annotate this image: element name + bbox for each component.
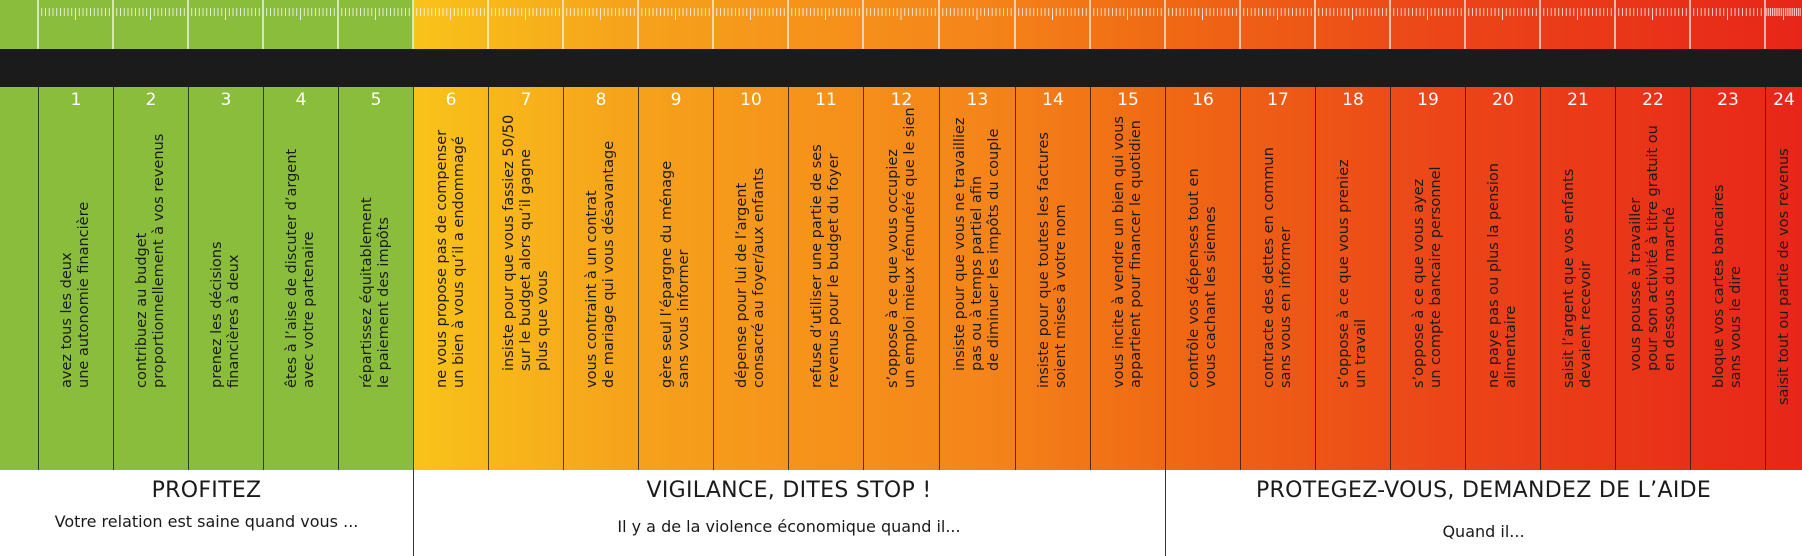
ruler-item: 18 s’oppose à ce que vous preniez un trav… bbox=[1315, 87, 1390, 470]
ruler-item: 6 ne vous propose pas de compenser un bie… bbox=[413, 87, 488, 470]
item-text: saisit tout ou partie de vos revenus bbox=[1775, 148, 1792, 405]
item-text: saisit l’argent que vos enfants devaient… bbox=[1561, 168, 1594, 388]
section-subtitle-vigilance: Il y a de la violence économique quand i… bbox=[617, 517, 961, 536]
item-number: 17 bbox=[1267, 90, 1289, 110]
item-number: 23 bbox=[1717, 90, 1739, 110]
item-text: vous pousse à travailler pour son activi… bbox=[1627, 125, 1678, 371]
item-number: 5 bbox=[370, 90, 382, 110]
item-number: 1 bbox=[70, 90, 82, 110]
ruler-item: 10 dépense pour lui de l’argent consacré … bbox=[713, 87, 788, 470]
item-text: insiste pour que vous fassiez 50/50 sur … bbox=[500, 114, 551, 371]
item-number: 11 bbox=[815, 90, 837, 110]
violence-ruler: 1 avez tous les deux une autonomie financ… bbox=[0, 0, 1802, 470]
ruler-item: 1 avez tous les deux une autonomie financ… bbox=[38, 87, 113, 470]
ruler-item: 23 bloque vos cartes bancaires sans vous … bbox=[1690, 87, 1765, 470]
item-text: répartissez équitablement le paiement de… bbox=[359, 197, 392, 388]
item-text: vous incite à vendre un bien qui vous ap… bbox=[1111, 116, 1144, 388]
item-number: 7 bbox=[520, 90, 532, 110]
item-text: prenez les décisions financières à deux bbox=[209, 241, 242, 388]
ruler-item: 20 ne paye pas ou plus la pension aliment… bbox=[1465, 87, 1540, 470]
item-number: 12 bbox=[890, 90, 913, 110]
item-text: contrôle vos dépenses tout en vous cacha… bbox=[1186, 168, 1219, 388]
ruler-item: 14 insiste pour que toutes les factures s… bbox=[1015, 87, 1090, 470]
item-number: 9 bbox=[670, 90, 682, 110]
item-number: 4 bbox=[295, 90, 307, 110]
section-divider-2 bbox=[1165, 470, 1166, 556]
ruler-item: 11 refuse d’utiliser une partie de ses re… bbox=[788, 87, 863, 470]
item-number: 6 bbox=[445, 90, 457, 110]
item-text: ne paye pas ou plus la pension alimentai… bbox=[1486, 163, 1519, 388]
section-title-profitez: PROFITEZ bbox=[151, 478, 262, 503]
blank-column bbox=[0, 87, 38, 470]
item-number: 20 bbox=[1492, 90, 1514, 110]
ruler-item: 21 saisit l’argent que vos enfants devaie… bbox=[1540, 87, 1615, 470]
item-number: 22 bbox=[1642, 90, 1664, 110]
item-number: 8 bbox=[595, 90, 607, 110]
item-text: contracte des dettes en commun sans vous… bbox=[1261, 147, 1294, 388]
item-text: insiste pour que toutes les factures soi… bbox=[1036, 132, 1069, 388]
ruler-item: 3 prenez les décisions financières à deux bbox=[188, 87, 263, 470]
ruler-item: 16 contrôle vos dépenses tout en vous cac… bbox=[1165, 87, 1240, 470]
ruler-item: 2 contribuez au budget proportionnellemen… bbox=[113, 87, 188, 470]
ruler-item: 22 vous pousse à travailler pour son acti… bbox=[1615, 87, 1690, 470]
section-title-protegez: PROTEGEZ-VOUS, DEMANDEZ DE L’AIDE bbox=[1255, 478, 1712, 503]
item-number: 15 bbox=[1117, 90, 1139, 110]
ruler-item: 13 insiste pour que vous ne travailliez p… bbox=[939, 87, 1015, 470]
ruler-item: 17 contracte des dettes en commun sans vo… bbox=[1240, 87, 1315, 470]
item-number: 21 bbox=[1567, 90, 1589, 110]
ruler-item: 7 insiste pour que vous fassiez 50/50 sur… bbox=[488, 87, 563, 470]
ruler-item: 12 s’oppose à ce que vous occupiez un emp… bbox=[863, 87, 939, 470]
item-number: 19 bbox=[1417, 90, 1439, 110]
item-number: 18 bbox=[1342, 90, 1364, 110]
section-divider-1 bbox=[413, 470, 414, 556]
item-number: 10 bbox=[740, 90, 762, 110]
item-text: êtes à l’aise de discuter d’argent avec … bbox=[284, 148, 317, 388]
item-text: contribuez au budget proportionnellement… bbox=[134, 133, 167, 388]
ruler-item: 8 vous contraint à un contrat de mariage … bbox=[563, 87, 638, 470]
item-number: 16 bbox=[1192, 90, 1214, 110]
black-band bbox=[0, 49, 1802, 87]
item-number: 2 bbox=[145, 90, 157, 110]
item-text: avez tous les deux une autonomie financi… bbox=[59, 201, 92, 388]
item-text: s’oppose à ce que vous preniez un travai… bbox=[1336, 159, 1369, 388]
item-text: insiste pour que vous ne travailliez pas… bbox=[952, 117, 1002, 371]
ruler-item: 4 êtes à l’aise de discuter d’argent avec… bbox=[263, 87, 338, 470]
item-text: gère seul l’épargne du ménage sans vous … bbox=[659, 160, 692, 388]
item-text: refuse d’utiliser une partie de ses reve… bbox=[809, 144, 842, 388]
ruler-item: 19 s’oppose à ce que vous ayez un compte … bbox=[1390, 87, 1465, 470]
ruler-item: 24 saisit tout ou partie de vos revenus bbox=[1765, 87, 1802, 470]
item-text: bloque vos cartes bancaires sans vous le… bbox=[1711, 184, 1744, 388]
section-title-vigilance: VIGILANCE, DITES STOP ! bbox=[646, 478, 932, 503]
item-text: vous contraint à un contrat de mariage q… bbox=[584, 140, 617, 388]
section-subtitle-protegez: Quand il... bbox=[1442, 522, 1525, 541]
item-number: 3 bbox=[220, 90, 232, 110]
section-subtitle-profitez: Votre relation est saine quand vous ... bbox=[54, 512, 359, 531]
item-number: 14 bbox=[1042, 90, 1064, 110]
item-text: dépense pour lui de l’argent consacré au… bbox=[734, 167, 767, 388]
ruler-ticks bbox=[37, 0, 1801, 49]
item-text: ne vous propose pas de compenser un bien… bbox=[434, 129, 467, 388]
ruler-item: 9 gère seul l’épargne du ménage sans vous… bbox=[638, 87, 713, 470]
item-text: s’oppose à ce que vous occupiez un emplo… bbox=[884, 107, 918, 388]
ruler-item: 15 vous incite à vendre un bien qui vous … bbox=[1090, 87, 1165, 470]
item-number: 13 bbox=[966, 90, 989, 110]
item-text: s’oppose à ce que vous ayez un compte ba… bbox=[1411, 166, 1444, 388]
item-number: 24 bbox=[1773, 90, 1795, 110]
ruler-item: 5 répartissez équitablement le paiement d… bbox=[338, 87, 413, 470]
